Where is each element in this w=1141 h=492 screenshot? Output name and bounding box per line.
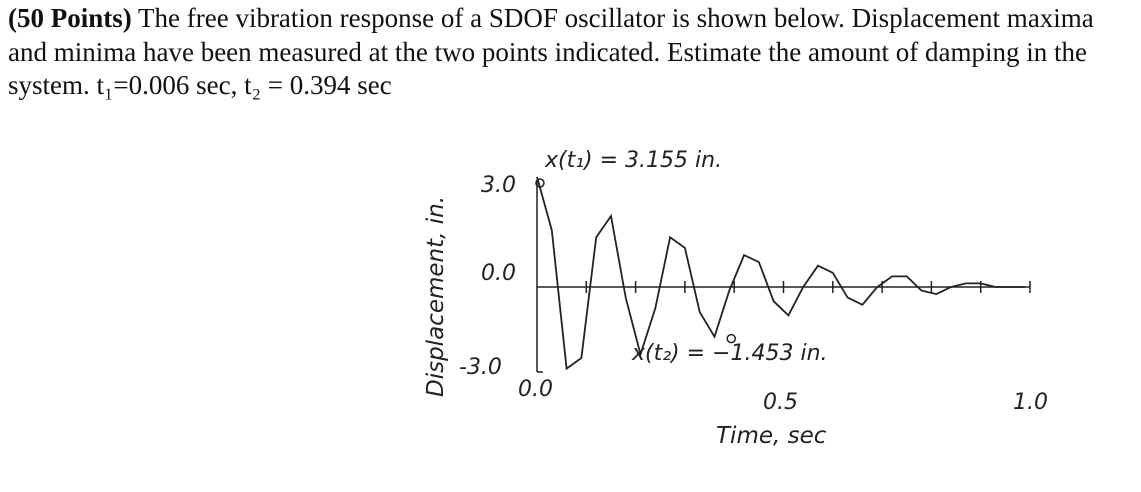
problem-statement: (50 Points) The free vibration response … <box>8 2 1133 103</box>
annotation-t1: x(t₁) = 3.155 in. <box>544 148 722 173</box>
y-tick-label-mid: 0.0 <box>481 261 516 286</box>
x-tick-label-05: 0.5 <box>763 390 798 415</box>
x-axis-ticks <box>585 281 1031 293</box>
annotation-markers <box>535 178 736 344</box>
y-tick-label-bottom: -3.0 <box>459 355 502 380</box>
annotation-marker <box>535 178 545 188</box>
response-curve <box>536 176 1026 371</box>
y-tick-label-top: 3.0 <box>481 173 516 198</box>
x-tick-label-0: 0.0 <box>518 377 553 402</box>
x-axis-label: Time, sec <box>716 423 827 449</box>
x-tick-label-1: 1.0 <box>1013 390 1048 415</box>
t1-value: t₁=0.006 sec, <box>96 70 238 100</box>
annotation-t2: x(t₂) = −1.453 in. <box>631 341 828 366</box>
t2-value: t₂ = 0.394 sec <box>237 70 392 100</box>
annotation-marker <box>726 333 736 344</box>
y-axis-label: Displacement, in. <box>423 196 449 397</box>
points-label: (50 Points) <box>8 3 132 33</box>
statement-text: The free vibration response of a SDOF os… <box>8 3 1094 100</box>
